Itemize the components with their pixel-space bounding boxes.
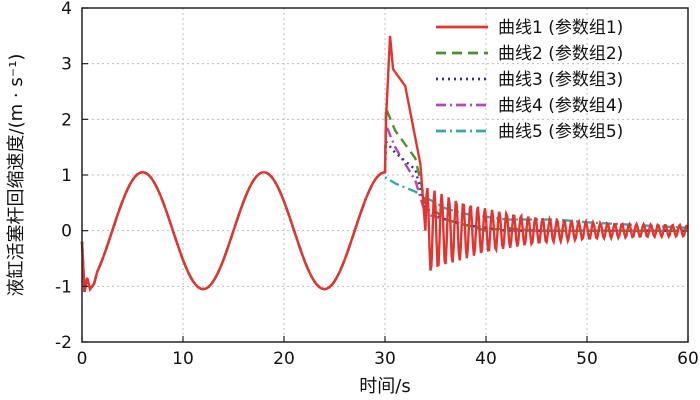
plot-area [80, 35, 689, 293]
x-tick-label: 10 [172, 349, 194, 369]
x-tick-label: 20 [273, 349, 295, 369]
x-tick-label: 60 [677, 349, 699, 369]
y-tick-label: 3 [61, 55, 72, 75]
legend: 曲线1 (参数组1) 曲线2 (参数组2) 曲线3 (参数组3) 曲线4 (参数组4)… [436, 18, 623, 142]
x-tick-label: 0 [77, 349, 88, 369]
series-line-1 [80, 35, 689, 293]
legend-label: 曲线5 (参数组5) [498, 122, 623, 142]
y-tick-label: 2 [61, 110, 72, 130]
y-tick-label: -2 [55, 333, 72, 353]
x-tick-label: 40 [475, 349, 497, 369]
y-axis-label: 液缸活塞杆回缩速度/(m · s⁻¹) [5, 54, 27, 297]
x-tick-label: 30 [374, 349, 396, 369]
legend-label: 曲线2 (参数组2) [498, 44, 623, 64]
legend-label: 曲线4 (参数组4) [498, 96, 623, 116]
x-tick-label: 50 [576, 349, 598, 369]
x-axis-label: 时间/s [359, 376, 410, 397]
y-axis: -2 -1 0 1 2 3 4 [55, 0, 88, 353]
y-tick-label: 4 [61, 0, 72, 19]
y-tick-label: 0 [61, 222, 72, 242]
legend-label: 曲线1 (参数组1) [498, 18, 623, 38]
y-tick-label: -1 [55, 277, 72, 297]
x-axis: 0 10 20 30 40 50 60 [77, 336, 699, 369]
legend-label: 曲线3 (参数组3) [498, 70, 623, 90]
y-tick-label: 1 [61, 166, 72, 186]
